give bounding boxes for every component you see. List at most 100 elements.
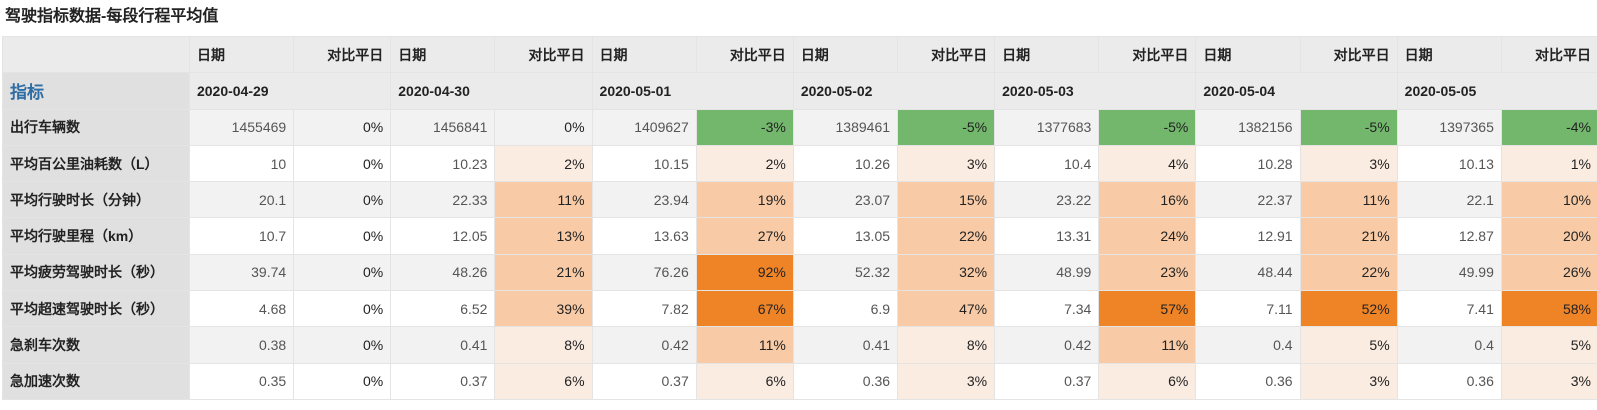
value-cell: 52.32: [792, 253, 899, 292]
date-header: 2020-04-29: [188, 72, 392, 110]
compare-cell: 0%: [293, 326, 392, 364]
date-header: 2020-05-01: [591, 72, 794, 110]
value-cell: 0.4: [1396, 326, 1502, 364]
value-cell: 7.41: [1396, 290, 1502, 328]
date-caption: 日期: [994, 35, 1100, 74]
date-header: 2020-05-05: [1396, 72, 1597, 110]
compare-cell: 3%: [1500, 362, 1597, 400]
value-cell: 7.82: [591, 290, 697, 328]
compare-cell: 58%: [1500, 290, 1597, 328]
compare-cell: 1%: [1500, 144, 1597, 183]
compare-cell: 4%: [1098, 144, 1197, 183]
value-cell: 48.99: [994, 253, 1100, 292]
compare-cell: 0%: [494, 108, 593, 146]
value-cell: 20.1: [188, 181, 295, 219]
compare-caption: 对比平日: [1500, 35, 1597, 74]
compare-cell: -5%: [1299, 108, 1398, 146]
value-cell: 22.1: [1396, 181, 1502, 219]
metric-name: 平均行驶里程（km）: [2, 217, 190, 255]
compare-cell: 8%: [897, 326, 996, 364]
value-cell: 7.11: [1195, 290, 1301, 328]
compare-cell: 32%: [897, 253, 996, 292]
date-caption: 日期: [1195, 35, 1301, 74]
value-cell: 23.22: [994, 181, 1100, 219]
value-cell: 0.37: [994, 362, 1100, 400]
compare-cell: 11%: [1299, 181, 1398, 219]
value-cell: 1397365: [1396, 108, 1502, 146]
compare-cell: 52%: [1299, 290, 1398, 328]
compare-cell: 5%: [1299, 326, 1398, 364]
compare-caption: 对比平日: [494, 35, 593, 74]
compare-cell: 24%: [1098, 217, 1197, 255]
compare-cell: 57%: [1098, 290, 1197, 328]
metric-name: 平均行驶时长（分钟）: [2, 181, 190, 219]
value-cell: 6.9: [792, 290, 899, 328]
compare-cell: 0%: [293, 108, 392, 146]
compare-cell: 13%: [494, 217, 593, 255]
value-cell: 0.35: [188, 362, 295, 400]
compare-cell: 2%: [695, 144, 794, 183]
value-cell: 12.05: [390, 217, 496, 255]
compare-cell: 67%: [695, 290, 794, 328]
date-caption: 日期: [591, 35, 697, 74]
compare-cell: 10%: [1500, 181, 1597, 219]
date-header: 2020-05-03: [994, 72, 1197, 110]
compare-cell: 5%: [1500, 326, 1597, 364]
metric-name: 平均百公里油耗数（L）: [2, 144, 190, 183]
value-cell: 23.94: [591, 181, 697, 219]
value-cell: 0.42: [591, 326, 697, 364]
value-cell: 1382156: [1195, 108, 1301, 146]
compare-cell: 3%: [1299, 144, 1398, 183]
table-row: 平均疲劳驾驶时长（秒） 39.74 0% 48.26 21% 76.26 92% 52.32 3…: [2, 253, 1597, 292]
compare-cell: 21%: [1299, 217, 1398, 255]
compare-caption: 对比平日: [1299, 35, 1398, 74]
table-row: 平均超速驾驶时长（秒） 4.68 0% 6.52 39% 7.82 67% 6.9 47% 7.3…: [2, 290, 1597, 328]
compare-cell: 22%: [897, 217, 996, 255]
compare-cell: 8%: [494, 326, 593, 364]
value-cell: 48.26: [390, 253, 496, 292]
compare-cell: 0%: [293, 181, 392, 219]
metric-name: 平均疲劳驾驶时长（秒）: [2, 253, 190, 292]
metric-name: 出行车辆数: [2, 108, 190, 146]
value-cell: 13.63: [591, 217, 697, 255]
date-header: 2020-05-02: [792, 72, 996, 110]
metric-name: 急刹车次数: [2, 326, 190, 364]
value-cell: 10.4: [994, 144, 1100, 183]
value-cell: 0.36: [1195, 362, 1301, 400]
value-cell: 7.34: [994, 290, 1100, 328]
value-cell: 39.74: [188, 253, 295, 292]
value-cell: 23.07: [792, 181, 899, 219]
value-cell: 22.33: [390, 181, 496, 219]
table-row: 平均百公里油耗数（L） 10 0% 10.23 2% 10.15 2% 10.26 3% 10.4…: [2, 144, 1597, 183]
compare-cell: -3%: [695, 108, 794, 146]
compare-cell: 11%: [695, 326, 794, 364]
compare-cell: 39%: [494, 290, 593, 328]
compare-cell: 92%: [695, 253, 794, 292]
compare-caption: 对比平日: [293, 35, 392, 74]
compare-cell: -5%: [897, 108, 996, 146]
value-cell: 48.44: [1195, 253, 1301, 292]
compare-cell: 22%: [1299, 253, 1398, 292]
value-cell: 4.68: [188, 290, 295, 328]
value-cell: 12.91: [1195, 217, 1301, 255]
value-cell: 10: [188, 144, 295, 183]
table-row: 出行车辆数 1455469 0% 1456841 0% 1409627 -3% 1389461…: [2, 108, 1597, 146]
value-cell: 1456841: [390, 108, 496, 146]
compare-cell: 27%: [695, 217, 794, 255]
table-row: 急刹车次数 0.38 0% 0.41 8% 0.42 11% 0.41 8% 0.42 11% 0.4…: [2, 326, 1597, 364]
value-cell: 0.42: [994, 326, 1100, 364]
value-cell: 0.37: [591, 362, 697, 400]
date-header: 2020-04-30: [390, 72, 593, 110]
compare-cell: 47%: [897, 290, 996, 328]
header-row-captions: 日期 对比平日 日期 对比平日 日期 对比平日 日期 对比平日 日期 对比平日 日期 对比平日 日期 对比…: [2, 35, 1597, 74]
value-cell: 0.41: [792, 326, 899, 364]
compare-cell: 11%: [494, 181, 593, 219]
value-cell: 0.36: [1396, 362, 1502, 400]
value-cell: 1409627: [591, 108, 697, 146]
compare-cell: 6%: [494, 362, 593, 400]
value-cell: 12.87: [1396, 217, 1502, 255]
date-caption: 日期: [1396, 35, 1502, 74]
value-cell: 10.13: [1396, 144, 1502, 183]
table-row: 平均行驶里程（km） 10.7 0% 12.05 13% 13.63 27% 13.05 22%…: [2, 217, 1597, 255]
value-cell: 1389461: [792, 108, 899, 146]
